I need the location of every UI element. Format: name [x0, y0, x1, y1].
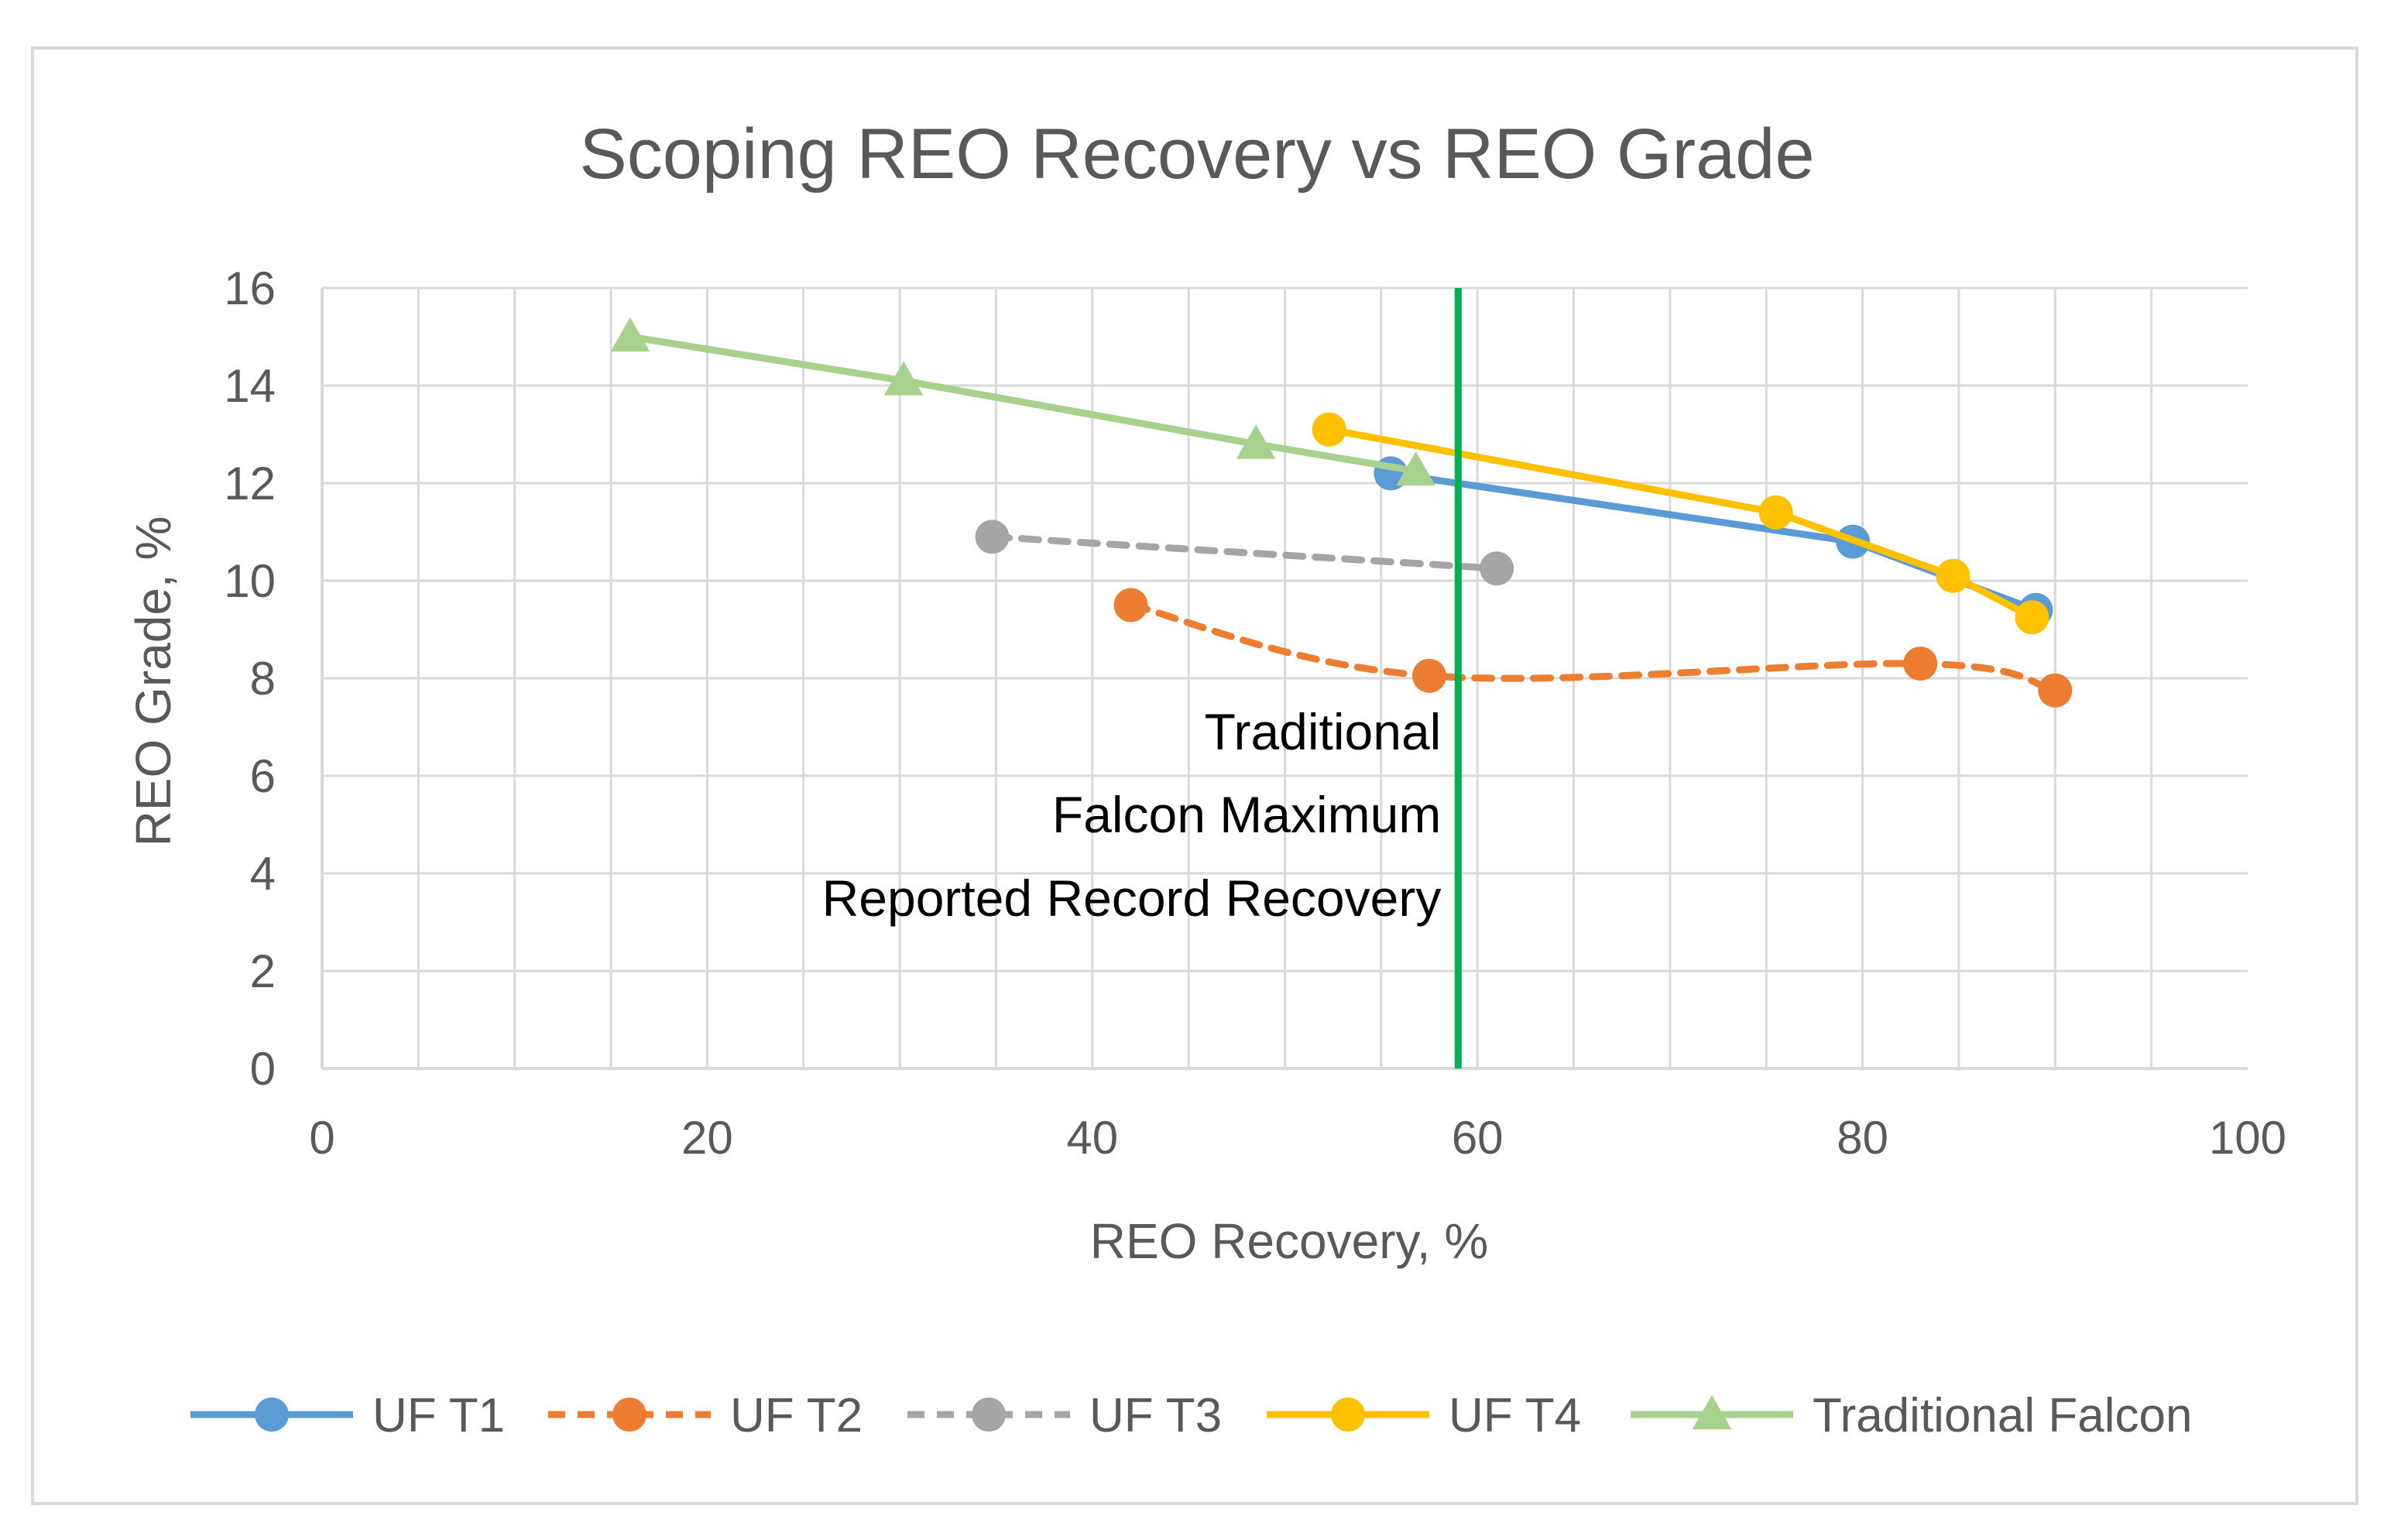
data-point-uf-t4	[2015, 600, 2049, 635]
legend-label-uf-t1: UF T1	[372, 1389, 505, 1442]
data-point-uf-t2	[1412, 658, 1447, 693]
series-uf-t1	[1374, 456, 2053, 627]
legend-label-uf-t4: UF T4	[1449, 1389, 1581, 1442]
x-tick-label: 60	[1452, 1112, 1504, 1164]
data-point-uf-t2	[2038, 673, 2073, 708]
legend-label-uf-t3: UF T3	[1089, 1389, 1222, 1442]
legend-label-uf-t2: UF T2	[730, 1389, 863, 1442]
series-uf-t4	[1312, 412, 2049, 635]
legend-item-uf-t4: UF T4	[1267, 1389, 1581, 1442]
series-line-traditional-falcon	[626, 333, 1420, 475]
legend-item-uf-t1: UF T1	[190, 1389, 505, 1442]
x-axis-title: REO Recovery, %	[1090, 1213, 1489, 1269]
x-tick-label: 20	[681, 1112, 733, 1164]
series-line-uf-t4	[1326, 426, 2036, 621]
x-tick-label: 40	[1066, 1112, 1118, 1164]
legend-marker-uf-t3	[972, 1398, 1006, 1432]
legend-marker-uf-t2	[612, 1398, 647, 1432]
legend-marker-uf-t4	[1331, 1398, 1365, 1432]
reference-label: Falcon Maximum	[1052, 786, 1441, 843]
series-line-uf-t3	[988, 533, 1501, 572]
grid-layer	[322, 286, 2248, 1068]
data-point-uf-t2	[1113, 588, 1148, 623]
data-point-uf-t3	[1480, 551, 1514, 586]
x-tick-label: 80	[1837, 1112, 1888, 1164]
y-tick-label: 0	[250, 1043, 276, 1095]
legend-item-traditional-falcon: Traditional Falcon	[1631, 1389, 2193, 1442]
data-point-uf-t4	[1936, 558, 1970, 593]
legend-marker-traditional-falcon	[1692, 1394, 1732, 1429]
legend-item-uf-t2: UF T2	[548, 1389, 863, 1442]
x-tick-label: 100	[2209, 1112, 2286, 1164]
legend-marker-uf-t1	[255, 1398, 289, 1432]
y-tick-label: 8	[250, 653, 276, 705]
y-tick-label: 2	[250, 945, 276, 997]
series-layer	[610, 317, 2073, 708]
y-tick-label: 16	[224, 262, 276, 314]
y-tick-label: 4	[250, 848, 276, 900]
legend: UF T1 UF T2 UF T3 UF T4 Traditional Falcon	[190, 1389, 2193, 1442]
reference-label: Traditional	[1205, 703, 1442, 760]
y-tick-label: 14	[224, 360, 276, 412]
data-point-traditional-falcon	[1396, 451, 1435, 486]
data-point-traditional-falcon	[610, 317, 650, 352]
reference-label: Reported Record Recovery	[822, 869, 1442, 927]
reference-layer: Traditional Falcon Maximum Reported Record…	[822, 288, 1462, 1068]
x-tick-label: 0	[309, 1112, 334, 1164]
series-traditional-falcon	[610, 317, 1435, 486]
axis-layer: 0 20 40 60 80 100 0 2 4 6 8 10 12 14 16	[224, 262, 2286, 1164]
legend-item-uf-t3: UF T3	[907, 1389, 1222, 1442]
data-point-uf-t3	[975, 520, 1010, 554]
y-tick-label: 10	[224, 555, 276, 607]
data-point-uf-t2	[1903, 647, 1938, 681]
y-axis-title: REO Grade, %	[125, 516, 181, 847]
series-line-uf-t1	[1387, 469, 2039, 614]
chart-title: Scoping REO Recovery vs REO Grade	[579, 115, 1814, 194]
y-tick-label: 12	[224, 458, 276, 509]
series-line-uf-t2	[1127, 602, 2059, 695]
data-point-traditional-falcon	[1236, 424, 1276, 459]
series-uf-t3	[975, 520, 1514, 586]
legend-label-traditional-falcon: Traditional Falcon	[1813, 1389, 2193, 1442]
data-point-uf-t4	[1758, 495, 1793, 530]
data-point-traditional-falcon	[883, 361, 924, 396]
data-point-uf-t4	[1312, 412, 1346, 447]
series-uf-t2	[1113, 588, 2073, 708]
y-tick-label: 6	[250, 750, 276, 802]
